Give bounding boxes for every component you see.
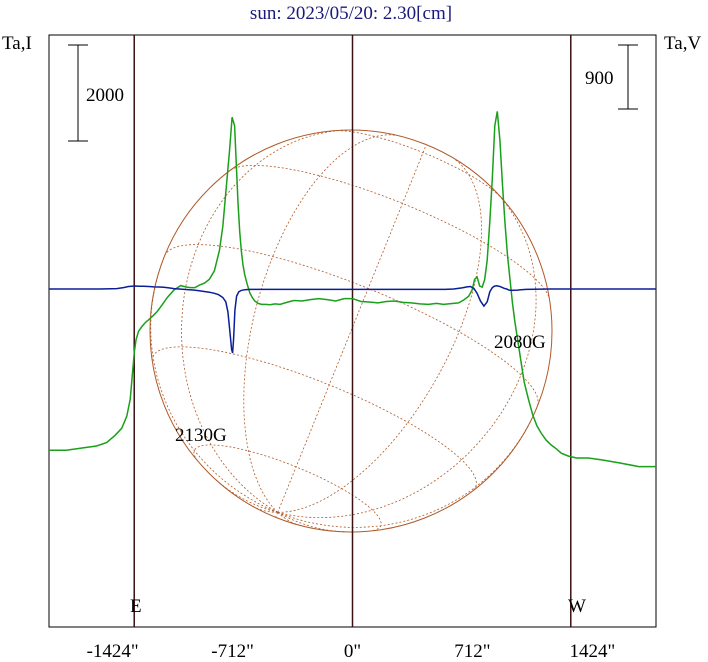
x-tick-labels: -1424" -712" 0" 712" 1424" <box>87 641 616 662</box>
series-line-stokes-i <box>49 111 656 468</box>
latitude-line <box>230 165 550 300</box>
longitude-line <box>275 512 279 518</box>
scale-bar-left-label: 2000 <box>86 85 124 106</box>
x-tick-label: 712" <box>454 641 490 662</box>
chart-title: sun: 2023/05/20: 2.30[cm] <box>250 3 452 24</box>
scale-bar-right <box>618 44 638 110</box>
x-tick-label: -712" <box>211 641 254 662</box>
limb-lines <box>133 35 572 627</box>
latitude-line <box>332 130 504 200</box>
solar-disk-grid <box>149 129 553 533</box>
x-tick-label: -1424" <box>87 641 139 662</box>
latitude-line <box>151 346 477 491</box>
longitude-line <box>252 505 278 513</box>
solar-disk-limb <box>149 129 553 533</box>
longitude-line <box>243 134 397 513</box>
east-label: E <box>130 596 142 617</box>
longitude-line <box>150 255 278 513</box>
x-tick-label: 0" <box>344 641 361 662</box>
longitude-line <box>181 129 347 513</box>
longitude-line <box>277 512 301 526</box>
longitude-line <box>277 512 347 533</box>
series-group <box>49 111 656 468</box>
series-line-stokes-v <box>49 285 656 354</box>
latitude-line <box>164 244 539 407</box>
scale-bar-right-label: 900 <box>585 68 614 89</box>
right-axis-label: Ta,V <box>664 33 701 54</box>
longitude-line <box>277 406 538 528</box>
longitude-line <box>277 158 483 513</box>
annotation-east: 2130G <box>175 425 227 446</box>
left-axis-label: Ta,I <box>2 33 32 54</box>
longitude-line <box>277 189 537 518</box>
longitude-line <box>214 478 278 513</box>
scale-bar-left <box>68 44 88 142</box>
x-tick-label: 1424" <box>569 641 615 662</box>
west-label: W <box>568 596 586 617</box>
annotation-west: 2080G <box>494 332 546 353</box>
